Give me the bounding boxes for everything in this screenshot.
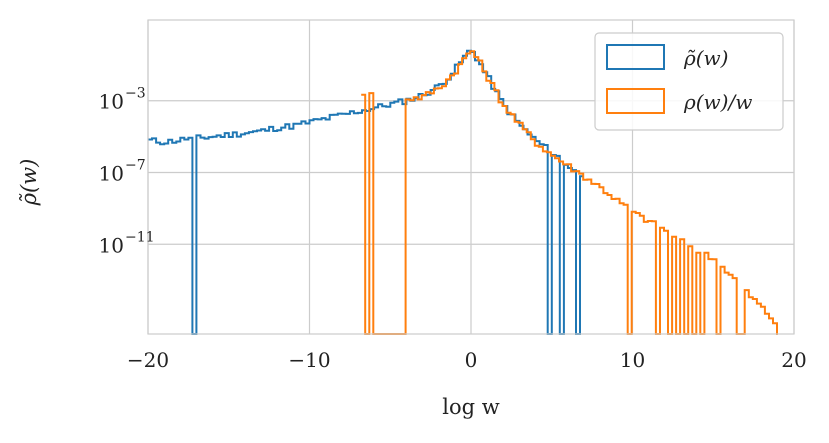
legend-box [594,32,784,131]
y-tick-exponent: −3 [125,86,146,102]
y-tick-exponent: −11 [125,229,155,245]
legend-label-rho-tilde: ρ̃(w) [683,46,728,70]
y-tick-label: 10 [99,233,124,257]
x-axis-label: log w [442,395,499,419]
legend-swatch-rho-over-w [606,88,665,114]
y-tick-label: 10 [99,162,124,186]
legend: ρ̃(w) ρ(w)/w [594,32,784,131]
x-tick-label: 0 [465,348,478,372]
x-tick-label: 10 [620,348,645,372]
x-tick-label: −20 [127,348,169,372]
y-tick-labels: 10−310−710−11 [99,86,155,258]
plot-frame [147,19,795,335]
legend-label-rho-over-w: ρ(w)/w [683,90,752,114]
y-tick-exponent: −7 [125,158,146,174]
x-tick-label: −10 [288,348,330,372]
series-line-1 [361,50,778,335]
x-tick-label: 20 [781,348,806,372]
x-tick-labels: −20 −10 0 10 20 [127,348,807,372]
legend-swatch-rho-tilde [606,44,665,70]
y-axis-label: ρ̃(w) [17,159,41,207]
series-layer [148,49,778,335]
y-tick-label: 10 [99,90,124,114]
